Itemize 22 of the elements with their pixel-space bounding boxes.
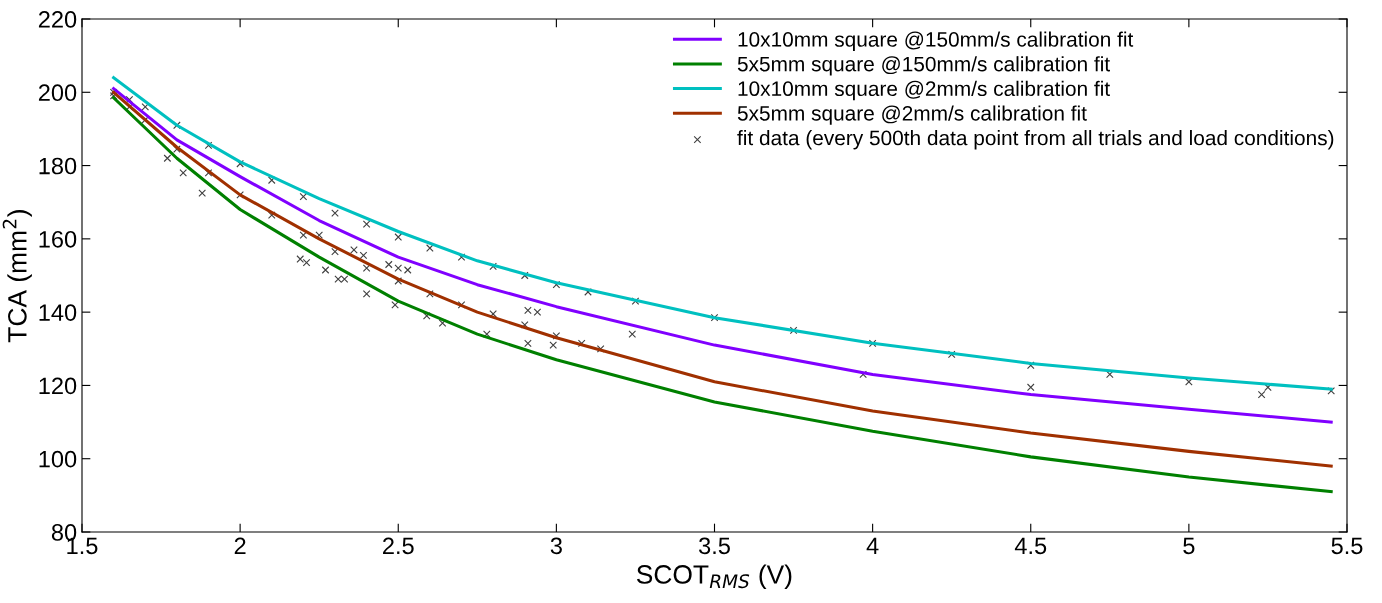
x-axis-title: SCOT$_{RMS}$ (V) (636, 564, 792, 590)
legend-label: 10x10mm square @2mm/s calibration fit (738, 80, 1110, 101)
x-tick-label: 2 (234, 537, 246, 554)
y-tick-label: 200 (38, 84, 77, 102)
x-tick-label: 2.5 (383, 537, 414, 555)
x-tick-label: 3.5 (698, 537, 730, 555)
x-tick-label: 5.5 (1331, 537, 1363, 555)
y-axis-title: TCA (mm$^{2}$) (2, 210, 32, 343)
x-tick-label: 4 (866, 537, 879, 554)
y-tick-label: 140 (39, 304, 77, 321)
legend-label: 5x5mm square @2mm/s calibration fit (737, 105, 1087, 125)
x-tick-label: 4.5 (1014, 537, 1047, 555)
y-tick-label: 120 (39, 377, 77, 395)
y-tick-label: 160 (39, 230, 77, 248)
x-tick-label: 3 (550, 537, 562, 555)
x-tick-label: 5 (1183, 537, 1195, 555)
y-tick-label: 100 (39, 450, 77, 468)
legend-label: 5x5mm square @150mm/s calibration fit (737, 56, 1110, 76)
legend-label: 10x10mm square @150mm/s calibration fit (738, 31, 1134, 51)
legend-label: fit data (every 500th data point from all trials and load conditions) (737, 130, 1334, 150)
y-tick-label: 220 (38, 11, 77, 28)
y-tick-label: 180 (39, 157, 77, 175)
